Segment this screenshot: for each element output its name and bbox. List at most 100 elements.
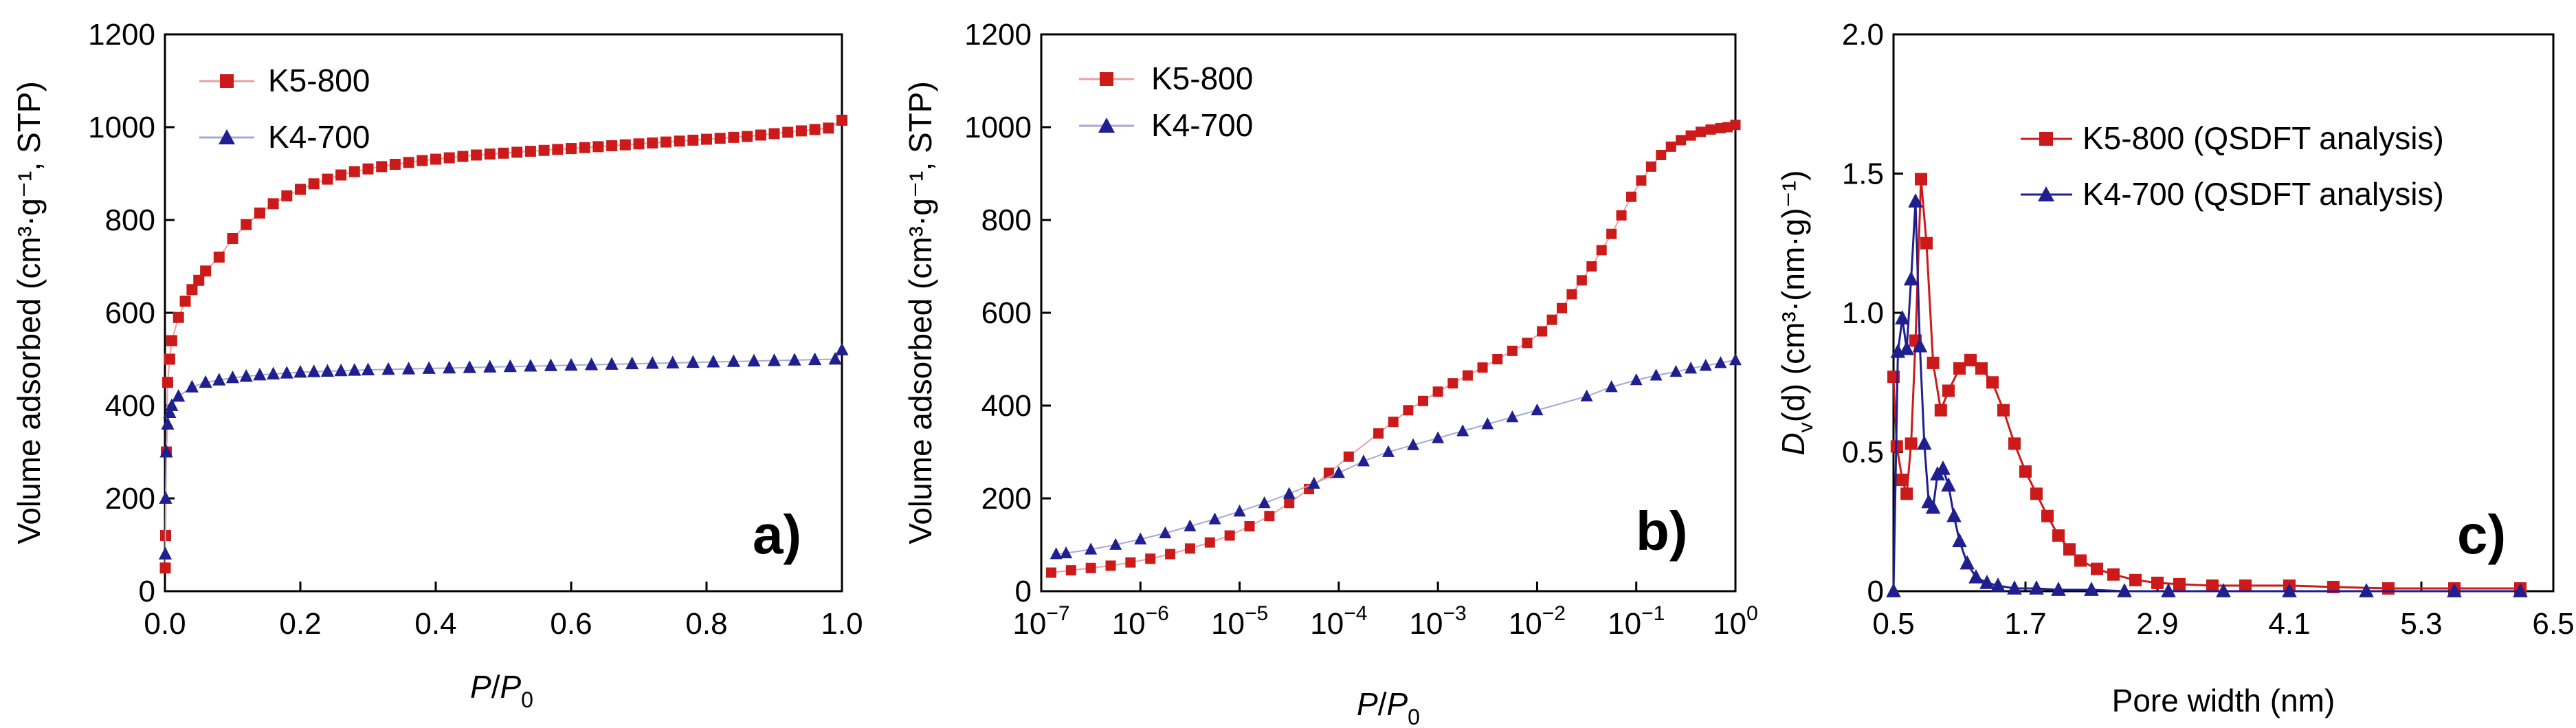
- data-point: [1903, 271, 1919, 286]
- data-point: [747, 353, 761, 367]
- panel-b-x-ticks: 10−7 10−6 10−5 10−4 10−3 10−2 10−1 100: [1012, 582, 1758, 641]
- data-point: [566, 143, 577, 155]
- panel-c-legend-k4-700: K4-700 (QSDFT analysis): [2083, 176, 2444, 212]
- data-point: [625, 356, 639, 370]
- panel-b-legend-marker-k4-700: [1098, 118, 1115, 133]
- data-point: [2151, 576, 2164, 589]
- data-point: [2173, 577, 2186, 591]
- data-point: [1952, 533, 1967, 548]
- x-tick-label: 0.0: [144, 607, 186, 641]
- data-point: [1990, 577, 2006, 592]
- panel-a-legend-marker-k5-800: [220, 74, 234, 88]
- data-point: [1233, 505, 1246, 517]
- data-point: [239, 368, 253, 382]
- panel-b-label: b): [1636, 500, 1688, 562]
- data-point: [1332, 465, 1345, 478]
- panel-c-y-ticks: 0 0.5 1.0 1.5 2.0: [1842, 18, 1903, 608]
- x-tick-label: 0.6: [550, 607, 592, 641]
- data-point: [1912, 338, 1928, 353]
- data-point: [213, 252, 225, 263]
- data-point: [1685, 130, 1696, 141]
- data-point: [1616, 210, 1627, 221]
- data-point: [2007, 580, 2022, 595]
- data-point: [1896, 474, 1909, 486]
- data-point: [687, 134, 699, 146]
- data-point: [1946, 507, 1962, 522]
- x-tick-label: 10−5: [1211, 602, 1268, 641]
- data-point: [1566, 289, 1577, 300]
- data-point: [159, 491, 173, 504]
- data-point: [173, 311, 184, 323]
- x-tick-label: 6.5: [2532, 607, 2574, 641]
- data-point: [503, 359, 517, 373]
- data-point: [1284, 498, 1295, 509]
- data-point: [2107, 568, 2120, 581]
- data-point: [2513, 583, 2528, 597]
- data-point: [1650, 368, 1663, 381]
- data-point: [742, 131, 753, 142]
- y-tick-label: 1200: [964, 18, 1032, 52]
- data-point: [376, 161, 388, 173]
- data-point: [159, 444, 173, 458]
- data-point: [334, 363, 348, 377]
- data-point: [1895, 310, 1910, 325]
- data-point: [1705, 124, 1716, 135]
- data-point: [225, 370, 240, 384]
- data-point: [1964, 353, 1977, 366]
- data-point: [1986, 376, 1999, 389]
- data-point: [660, 136, 671, 148]
- data-point: [2216, 583, 2231, 597]
- data-point: [1264, 511, 1275, 522]
- panel-c-plot-area: [1892, 33, 2555, 593]
- data-point: [674, 135, 685, 147]
- data-point: [2008, 437, 2021, 450]
- y-tick-label: 1.0: [1842, 296, 1884, 330]
- data-point: [381, 362, 395, 375]
- data-point: [1546, 314, 1557, 325]
- data-point: [1418, 395, 1428, 406]
- data-point: [1050, 547, 1063, 560]
- data-point: [1915, 173, 1927, 186]
- y-tick-label: 400: [981, 389, 1032, 423]
- data-point: [728, 131, 740, 143]
- data-point: [714, 133, 726, 144]
- data-point: [1606, 228, 1617, 239]
- panel-c-chart: 00.51.01.52.0 0.5 1.7 2.9 4.1 5.3 6.5 Dv(d) (…: [1775, 18, 2575, 718]
- data-point: [2382, 582, 2395, 595]
- data-point: [809, 124, 821, 135]
- panel-b-legend: K5-800 K4-700: [1079, 60, 1253, 143]
- data-point: [1942, 384, 1955, 397]
- data-point: [1979, 574, 1995, 589]
- y-tick-label: 1000: [964, 111, 1032, 144]
- data-point: [1899, 340, 1914, 355]
- data-point: [782, 126, 794, 138]
- panel-c-x-axis-label: Pore width (nm): [2112, 683, 2335, 718]
- y-tick-label: 0: [1015, 575, 1032, 608]
- x-tick-label: 10−6: [1112, 602, 1169, 641]
- data-point: [2239, 579, 2252, 592]
- data-point: [2282, 583, 2297, 597]
- data-point: [1557, 302, 1567, 313]
- panel-c-x-ticks: 0.5 1.7 2.9 4.1 5.3 6.5: [1872, 582, 2575, 641]
- data-point: [1669, 364, 1683, 377]
- data-point: [1456, 424, 1469, 437]
- data-point: [471, 149, 482, 161]
- data-point: [179, 296, 191, 307]
- panel-a-series-k4-700: [158, 342, 849, 560]
- data-point: [361, 362, 375, 375]
- panel-b-series-k4-700: [1050, 353, 1742, 560]
- data-point: [1208, 512, 1221, 525]
- data-point: [1934, 404, 1947, 417]
- panel-b-legend-marker-k5-800: [1100, 72, 1113, 86]
- panel-a-x-axis-label: P/P0: [470, 669, 533, 712]
- data-point: [483, 360, 497, 373]
- data-point: [524, 146, 536, 157]
- data-point: [2091, 562, 2103, 575]
- y-tick-label: 600: [105, 296, 155, 330]
- data-point: [788, 353, 801, 366]
- data-point: [1125, 557, 1136, 568]
- data-point: [2063, 543, 2076, 556]
- data-point: [1204, 537, 1215, 548]
- data-point: [767, 353, 781, 366]
- data-point: [1432, 431, 1445, 443]
